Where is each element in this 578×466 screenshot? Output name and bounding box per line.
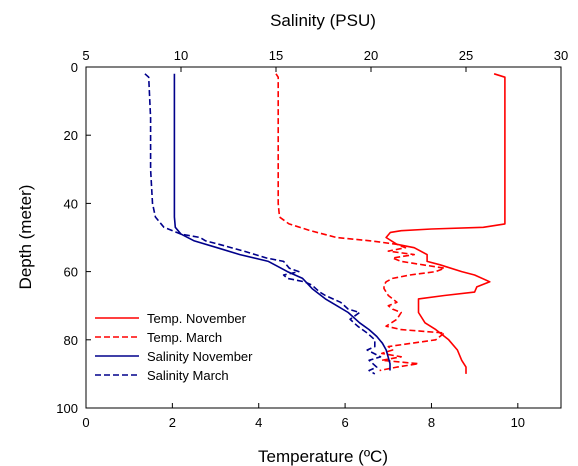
y-tick-label: 0 <box>71 60 78 75</box>
top-tick-label: 15 <box>269 48 283 63</box>
axis-ticks: 0 2 4 6 8 10 5 10 15 20 25 30 0 20 40 60 80 100 <box>56 48 568 430</box>
top-tick-label: 25 <box>459 48 473 63</box>
bottom-tick-label: 0 <box>82 415 89 430</box>
legend-label-salinity-march: Salinity March <box>147 368 229 383</box>
series-line-salinity-march <box>144 73 382 375</box>
top-axis-title: Salinity (PSU) <box>270 11 376 30</box>
legend: Temp. November Temp. March Salinity Novemb… <box>95 311 253 383</box>
bottom-tick-label: 2 <box>169 415 176 430</box>
legend-label-temp-november: Temp. November <box>147 311 247 326</box>
series-line-temp-november <box>385 73 506 374</box>
y-tick-label: 60 <box>64 265 78 280</box>
y-tick-label: 100 <box>56 401 78 416</box>
top-tick-label: 30 <box>554 48 568 63</box>
legend-label-salinity-november: Salinity November <box>147 349 253 364</box>
y-tick-label: 20 <box>64 128 78 143</box>
series-layer <box>144 73 506 375</box>
bottom-tick-label: 10 <box>511 415 525 430</box>
y-tick-label: 80 <box>64 333 78 348</box>
top-tick-label: 10 <box>174 48 188 63</box>
bottom-tick-label: 8 <box>428 415 435 430</box>
plot-frame <box>85 66 562 409</box>
y-axis-title: Depth (meter) <box>16 185 35 290</box>
legend-label-temp-march: Temp. March <box>147 330 222 345</box>
y-tick-label: 40 <box>64 196 78 211</box>
top-tick-label: 5 <box>82 48 89 63</box>
top-tick-label: 20 <box>364 48 378 63</box>
bottom-tick-label: 6 <box>341 415 348 430</box>
bottom-tick-label: 4 <box>255 415 262 430</box>
series-line-temp-march <box>275 73 446 372</box>
bottom-axis-title: Temperature (ºC) <box>258 447 388 466</box>
